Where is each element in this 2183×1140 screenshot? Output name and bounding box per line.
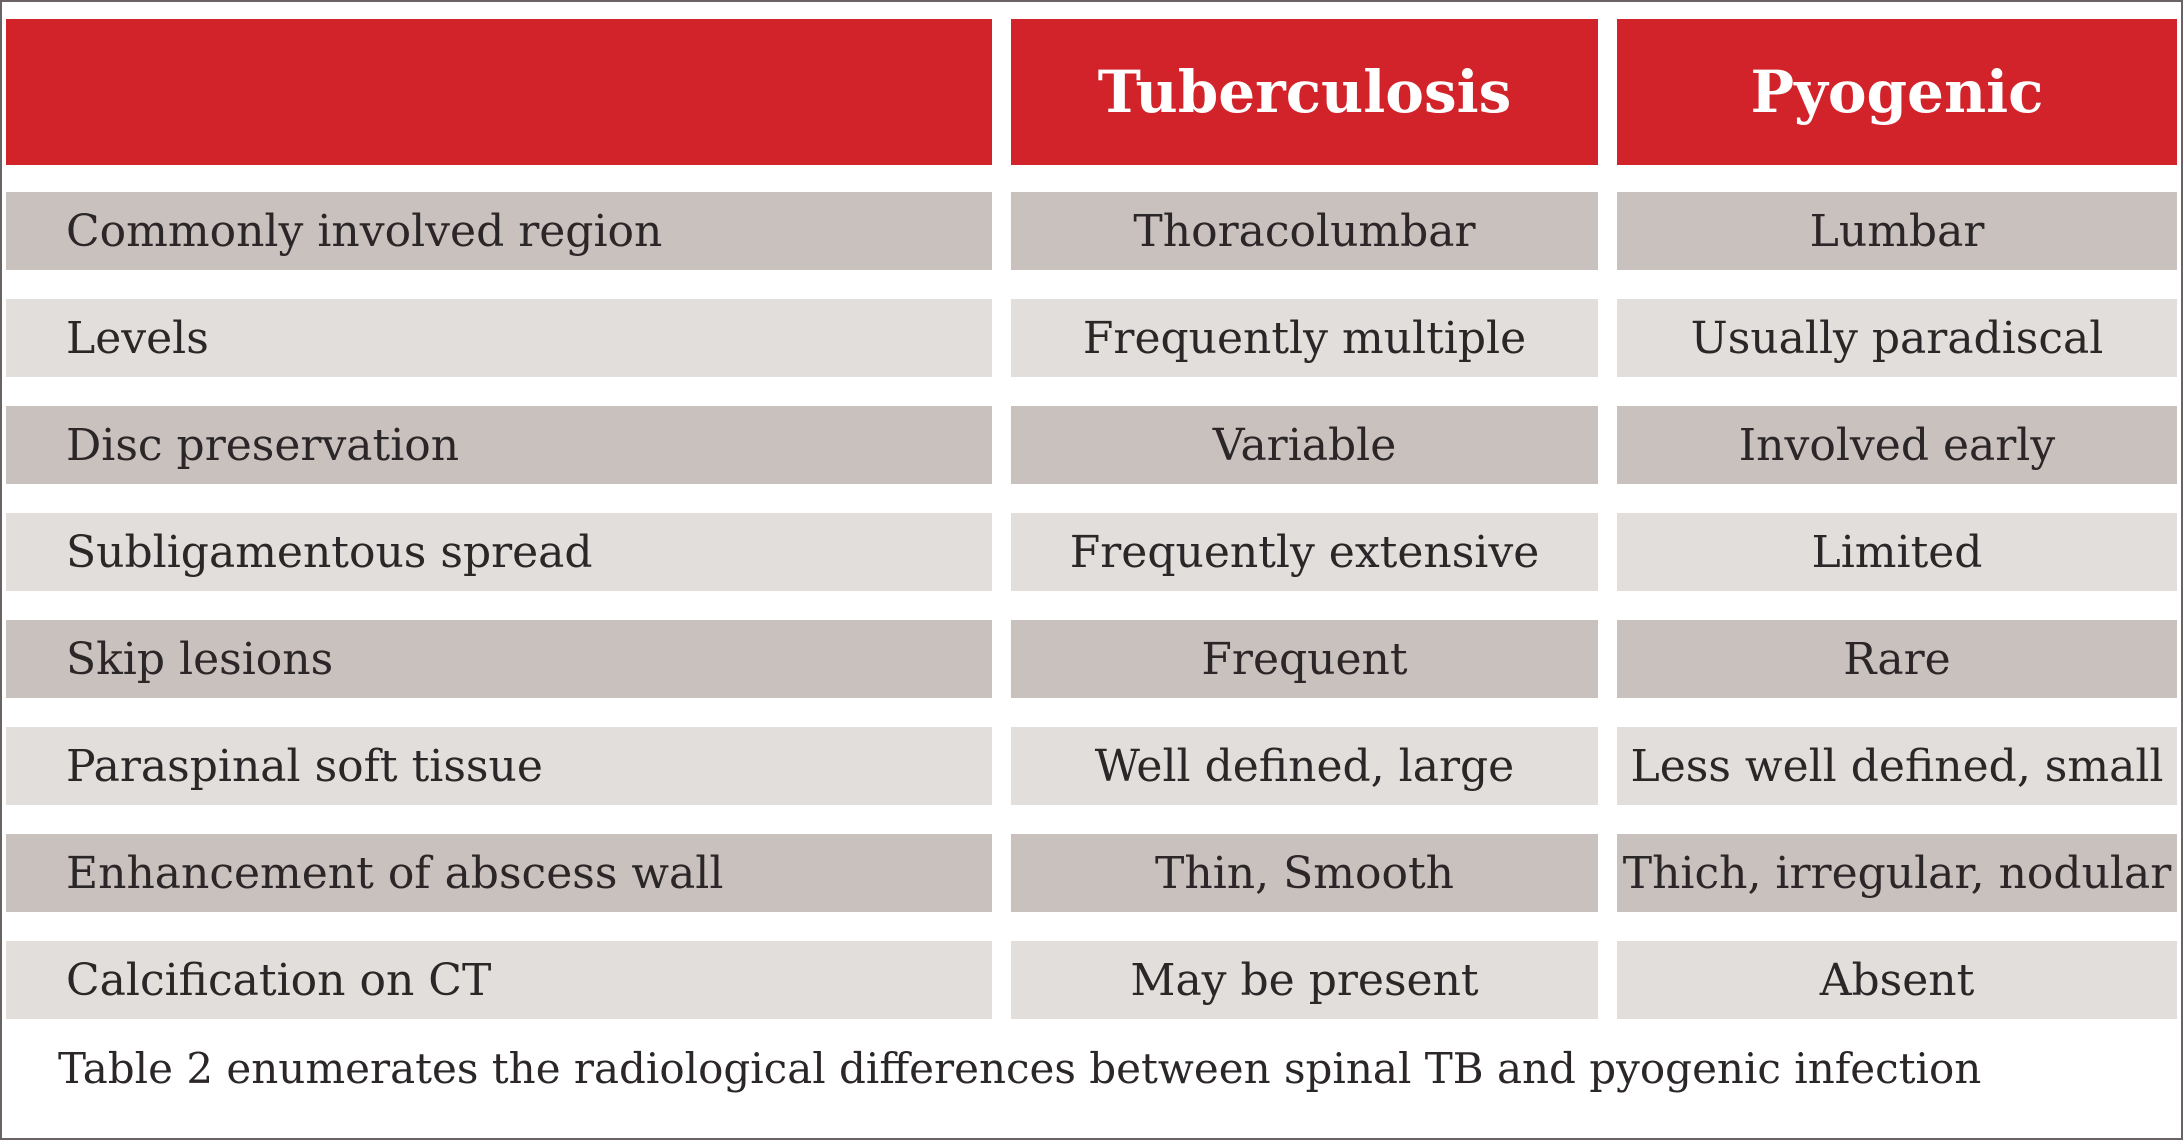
tuberculosis-cell: Thoracolumbar (1011, 192, 1598, 270)
pyogenic-cell: Thich, irregular, nodular (1617, 834, 2177, 912)
table-header-row: Tuberculosis Pyogenic (6, 19, 2177, 165)
table-row: Commonly involved region Thoracolumbar L… (6, 192, 2177, 270)
table-row: Disc preservation Variable Involved earl… (6, 406, 2177, 484)
tuberculosis-cell: Variable (1011, 406, 1598, 484)
header-cell-pyogenic: Pyogenic (1617, 19, 2177, 165)
pyogenic-cell: Usually paradiscal (1617, 299, 2177, 377)
pyogenic-cell: Rare (1617, 620, 2177, 698)
table-row: Paraspinal soft tissue Well defined, lar… (6, 727, 2177, 805)
pyogenic-cell: Less well defined, small (1617, 727, 2177, 805)
feature-cell: Disc preservation (6, 406, 992, 484)
tuberculosis-cell: Frequent (1011, 620, 1598, 698)
feature-cell: Levels (6, 299, 992, 377)
pyogenic-cell: Limited (1617, 513, 2177, 591)
feature-cell: Calcification on CT (6, 941, 992, 1019)
tuberculosis-cell: May be present (1011, 941, 1598, 1019)
feature-cell: Skip lesions (6, 620, 992, 698)
tuberculosis-cell: Frequently extensive (1011, 513, 1598, 591)
pyogenic-cell: Absent (1617, 941, 2177, 1019)
tuberculosis-cell: Thin, Smooth (1011, 834, 1598, 912)
pyogenic-cell: Involved early (1617, 406, 2177, 484)
feature-cell: Enhancement of abscess wall (6, 834, 992, 912)
tuberculosis-cell: Well defined, large (1011, 727, 1598, 805)
pyogenic-cell: Lumbar (1617, 192, 2177, 270)
header-cell-feature (6, 19, 992, 165)
table-row: Subligamentous spread Frequently extensi… (6, 513, 2177, 591)
table-row: Calcification on CT May be present Absen… (6, 941, 2177, 1019)
feature-cell: Paraspinal soft tissue (6, 727, 992, 805)
table-caption: Table 2 enumerates the radiological diff… (58, 1044, 1982, 1093)
tuberculosis-cell: Frequently multiple (1011, 299, 1598, 377)
feature-cell: Subligamentous spread (6, 513, 992, 591)
table-row: Levels Frequently multiple Usually parad… (6, 299, 2177, 377)
header-cell-tuberculosis: Tuberculosis (1011, 19, 1598, 165)
table-row: Skip lesions Frequent Rare (6, 620, 2177, 698)
feature-cell: Commonly involved region (6, 192, 992, 270)
table-row: Enhancement of abscess wall Thin, Smooth… (6, 834, 2177, 912)
